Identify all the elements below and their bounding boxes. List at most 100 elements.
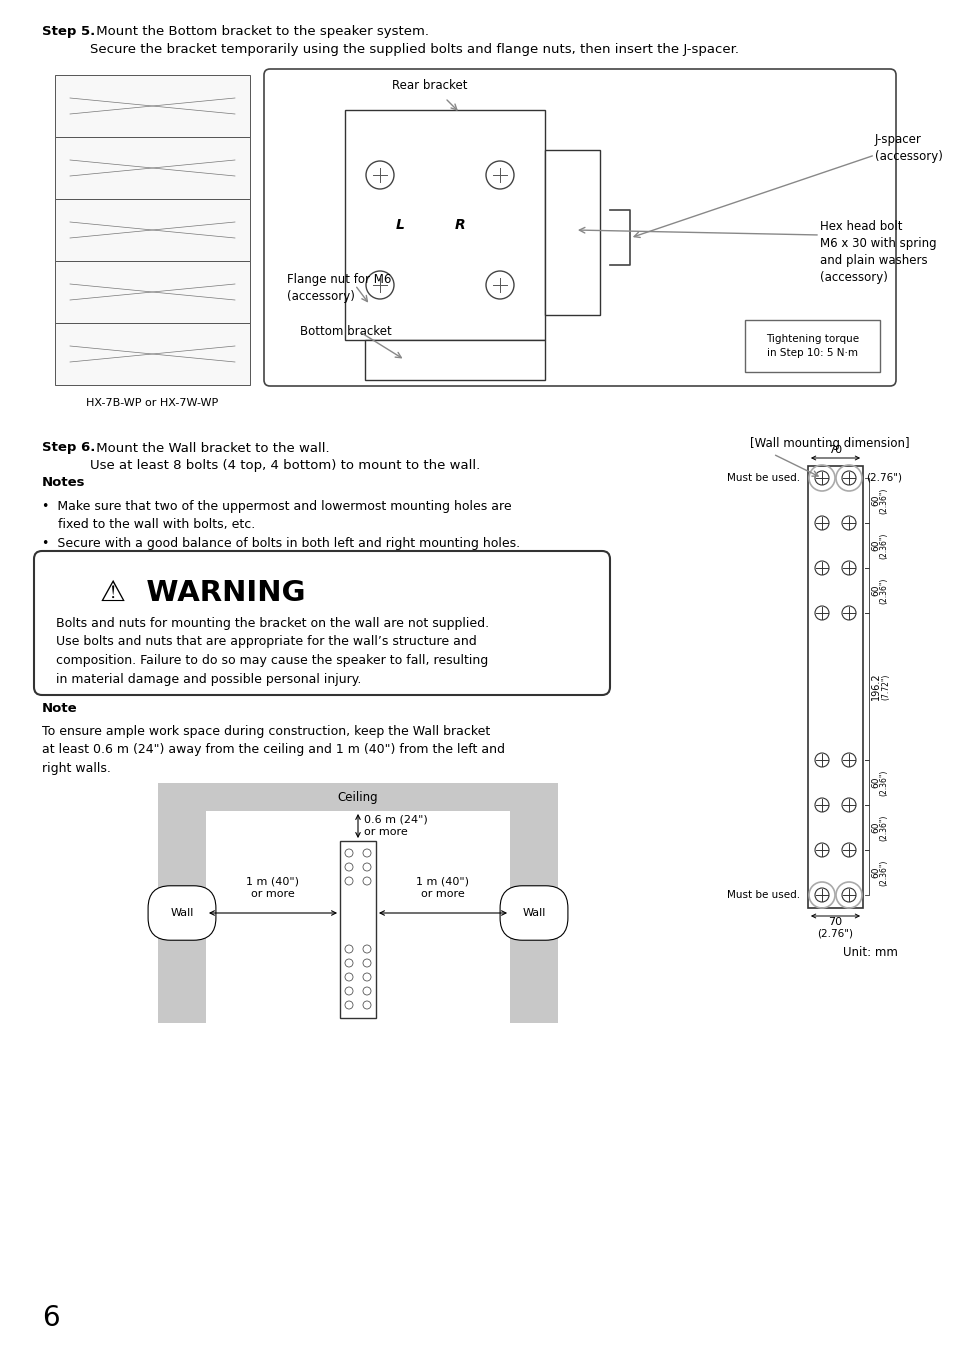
Circle shape — [841, 888, 855, 902]
Circle shape — [814, 562, 828, 575]
Circle shape — [841, 562, 855, 575]
Text: 196.2: 196.2 — [870, 672, 880, 701]
Text: (2.36"): (2.36") — [878, 578, 887, 603]
Text: Notes: Notes — [42, 477, 86, 490]
Text: Flange nut for M6
(accessory): Flange nut for M6 (accessory) — [287, 273, 391, 302]
Circle shape — [841, 798, 855, 811]
Text: Wall: Wall — [521, 909, 545, 918]
Circle shape — [363, 863, 371, 871]
Text: Tightening torque
in Step 10: 5 N·m: Tightening torque in Step 10: 5 N·m — [765, 335, 858, 358]
Circle shape — [814, 798, 828, 811]
Text: To ensure ample work space during construction, keep the Wall bracket
at least 0: To ensure ample work space during constr… — [42, 725, 504, 775]
Text: ⚠  WARNING: ⚠ WARNING — [100, 579, 305, 608]
Circle shape — [366, 271, 394, 298]
Bar — [55, 76, 250, 136]
Circle shape — [363, 945, 371, 953]
Circle shape — [345, 958, 353, 967]
Bar — [55, 261, 250, 323]
Text: (7.72"): (7.72") — [880, 674, 889, 699]
Circle shape — [363, 1000, 371, 1008]
Text: (2.36"): (2.36") — [878, 769, 887, 795]
FancyBboxPatch shape — [264, 69, 895, 386]
Text: Step 5.: Step 5. — [42, 26, 95, 39]
Bar — [55, 136, 250, 198]
Circle shape — [366, 161, 394, 189]
Circle shape — [345, 973, 353, 981]
Text: L: L — [395, 217, 404, 232]
Circle shape — [345, 987, 353, 995]
Circle shape — [814, 516, 828, 531]
Text: Bottom bracket: Bottom bracket — [299, 325, 392, 338]
FancyBboxPatch shape — [34, 551, 609, 695]
Circle shape — [814, 753, 828, 767]
Text: (2.76"): (2.76") — [817, 929, 853, 940]
Circle shape — [345, 849, 353, 857]
Bar — [510, 811, 558, 1023]
Text: 60: 60 — [870, 822, 879, 833]
Text: Ceiling: Ceiling — [337, 791, 378, 803]
Text: 70: 70 — [827, 917, 841, 927]
Circle shape — [363, 878, 371, 886]
Text: R: R — [455, 217, 465, 232]
Circle shape — [363, 973, 371, 981]
Text: Step 6.: Step 6. — [42, 441, 95, 455]
Circle shape — [345, 1000, 353, 1008]
Circle shape — [345, 945, 353, 953]
Bar — [55, 198, 250, 261]
Text: Unit: mm: Unit: mm — [841, 946, 897, 960]
Circle shape — [814, 606, 828, 620]
Text: Mount the Wall bracket to the wall.: Mount the Wall bracket to the wall. — [91, 441, 330, 455]
Text: HX-7B-WP or HX-7W-WP: HX-7B-WP or HX-7W-WP — [87, 398, 218, 408]
Text: 60: 60 — [870, 776, 879, 788]
Text: 60: 60 — [870, 494, 879, 506]
Circle shape — [485, 271, 514, 298]
Bar — [544, 150, 599, 315]
Text: Use at least 8 bolts (4 top, 4 bottom) to mount to the wall.: Use at least 8 bolts (4 top, 4 bottom) t… — [90, 459, 479, 471]
Text: 60: 60 — [870, 867, 879, 879]
Text: Rear bracket: Rear bracket — [392, 80, 467, 92]
Text: Wall: Wall — [171, 909, 193, 918]
Text: 6: 6 — [42, 1304, 59, 1332]
Text: 60: 60 — [870, 540, 879, 551]
Text: [Wall mounting dimension]: [Wall mounting dimension] — [750, 436, 909, 450]
Circle shape — [841, 753, 855, 767]
Bar — [365, 340, 544, 379]
Bar — [206, 811, 510, 1023]
Circle shape — [841, 516, 855, 531]
Circle shape — [814, 471, 828, 485]
Text: •  Make sure that two of the uppermost and lowermost mounting holes are
    fixe: • Make sure that two of the uppermost an… — [42, 500, 511, 531]
Text: Secure the bracket temporarily using the supplied bolts and flange nuts, then in: Secure the bracket temporarily using the… — [90, 43, 739, 57]
Bar — [345, 109, 544, 340]
Text: Must be used.: Must be used. — [726, 472, 800, 483]
Text: Must be used.: Must be used. — [726, 890, 800, 900]
Text: Bolts and nuts for mounting the bracket on the wall are not supplied.
Use bolts : Bolts and nuts for mounting the bracket … — [56, 617, 489, 686]
Circle shape — [363, 987, 371, 995]
Text: 60: 60 — [870, 585, 879, 597]
Circle shape — [363, 958, 371, 967]
Bar — [158, 783, 558, 811]
Circle shape — [345, 863, 353, 871]
Circle shape — [814, 842, 828, 857]
Circle shape — [841, 606, 855, 620]
Text: Note: Note — [42, 702, 77, 716]
Bar — [55, 323, 250, 385]
Text: 70: 70 — [827, 446, 841, 455]
Text: Hex head bolt
M6 x 30 with spring
and plain washers
(accessory): Hex head bolt M6 x 30 with spring and pl… — [820, 220, 936, 284]
Text: J-spacer
(accessory): J-spacer (accessory) — [874, 134, 942, 163]
Text: (2.36"): (2.36") — [878, 487, 887, 514]
Text: (2.36"): (2.36") — [878, 532, 887, 559]
Circle shape — [814, 888, 828, 902]
Circle shape — [841, 842, 855, 857]
Bar — [158, 811, 206, 1023]
Bar — [744, 320, 879, 373]
Circle shape — [485, 161, 514, 189]
Text: •  Secure with a good balance of bolts in both left and right mounting holes.: • Secure with a good balance of bolts in… — [42, 537, 519, 549]
Circle shape — [363, 849, 371, 857]
Bar — [339, 841, 375, 1018]
Circle shape — [841, 471, 855, 485]
Text: 0.6 m (24")
or more: 0.6 m (24") or more — [364, 815, 427, 837]
Circle shape — [345, 878, 353, 886]
Bar — [807, 466, 862, 909]
Text: Mount the Bottom bracket to the speaker system.: Mount the Bottom bracket to the speaker … — [91, 26, 429, 39]
Text: (2.36"): (2.36") — [878, 860, 887, 886]
